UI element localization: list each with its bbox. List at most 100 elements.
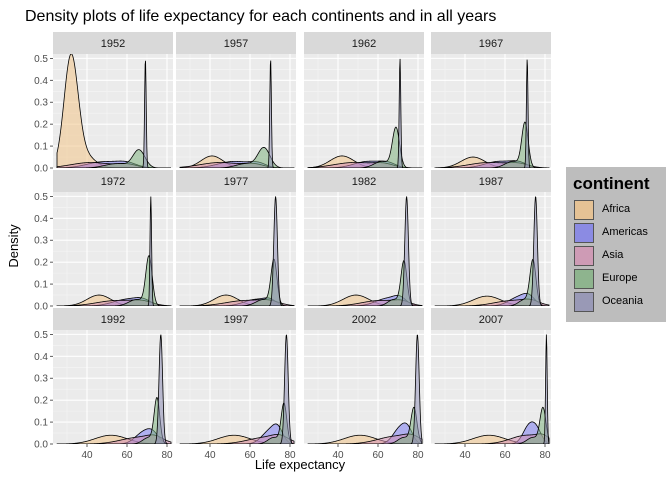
facet-strip-label: 1952	[101, 38, 125, 50]
facet-strip-label: 1992	[101, 314, 125, 326]
density-asia	[435, 433, 550, 444]
legend-swatch	[574, 223, 594, 243]
y-tick-label: 0.3	[34, 98, 48, 109]
panel-background	[304, 54, 424, 168]
legend-label: Americas	[602, 226, 648, 238]
x-tick-label: 60	[244, 450, 256, 461]
legend-swatch	[574, 246, 594, 266]
density-layer	[434, 334, 550, 444]
y-tick-label: 0.2	[34, 258, 48, 269]
y-tick-label: 0.1	[34, 418, 48, 429]
density-oceania	[180, 334, 295, 444]
y-tick-label: 0.5	[34, 330, 48, 341]
facet-strip	[176, 170, 296, 192]
x-tick-label: 40	[459, 450, 471, 461]
density-layer	[307, 58, 423, 168]
panel-background	[431, 54, 551, 168]
density-europe	[180, 146, 294, 168]
density-oceania	[435, 59, 549, 168]
density-layer	[56, 334, 172, 444]
x-axis-label: Life expectancy	[255, 457, 346, 472]
density-europe	[308, 260, 422, 306]
x-tick-label: 80	[412, 450, 424, 461]
y-tick-label: 0.3	[34, 236, 48, 247]
density-layer	[434, 196, 550, 306]
y-tick-label: 0.4	[34, 214, 48, 225]
y-tick-label: 0.0	[34, 440, 48, 451]
y-tick-label: 0.2	[34, 396, 48, 407]
density-europe	[308, 406, 423, 444]
x-tick-label: 80	[284, 450, 296, 461]
x-tick-label: 80	[539, 450, 551, 461]
facet-strip-label: 1982	[352, 176, 376, 188]
facet-strip	[53, 308, 173, 330]
y-tick-label: 0.1	[34, 142, 48, 153]
y-tick-label: 0.2	[34, 120, 48, 131]
density-layer	[56, 54, 171, 168]
legend-item-oceania: Oceania	[573, 291, 663, 313]
legend-label: Oceania	[602, 295, 643, 307]
y-tick-label: 0.3	[34, 374, 48, 385]
density-layer	[179, 60, 295, 168]
y-tick-label: 0.0	[34, 164, 48, 175]
legend-label: Asia	[602, 249, 624, 261]
facet-strip-label: 1962	[352, 38, 376, 50]
facet-strip-label: 1957	[224, 38, 248, 50]
chart-title: Density plots of life expectancy for eac…	[25, 8, 496, 25]
y-tick-label: 0.1	[34, 280, 48, 291]
density-oceania	[57, 334, 171, 444]
facet-strip	[176, 308, 296, 330]
x-tick-label: 40	[332, 450, 344, 461]
facet-strip	[304, 308, 424, 330]
legend-swatch	[574, 269, 594, 289]
y-tick-label: 0.5	[34, 54, 48, 65]
facet-strip-label: 1967	[479, 38, 503, 50]
density-layer	[307, 334, 423, 444]
x-tick-label: 40	[81, 450, 93, 461]
density-layer	[56, 196, 172, 306]
x-tick-label: 80	[161, 450, 173, 461]
y-tick-label: 0.4	[34, 76, 48, 87]
facet-strip	[176, 32, 296, 54]
density-oceania	[180, 60, 294, 168]
legend-title: continent	[573, 174, 650, 193]
y-tick-label: 0.4	[34, 352, 48, 363]
facet-strip-label: 1997	[224, 314, 248, 326]
density-layer	[179, 196, 295, 306]
panel-background	[176, 54, 296, 168]
y-tick-label: 0.5	[34, 192, 48, 203]
facet-strip-label: 1987	[479, 176, 503, 188]
facet-panels: 1952 0.0 0.1 0.2 0.3 0.4 0.5 1957 1962 1967 1972 0.…	[34, 32, 551, 461]
density-oceania	[308, 58, 422, 168]
facet-strip	[431, 170, 551, 192]
facet-strip	[304, 32, 424, 54]
legend-item-africa: Africa	[573, 199, 663, 221]
facet-strip-label: 1972	[101, 176, 125, 188]
legend-item-europe: Europe	[573, 268, 663, 290]
x-tick-label: 60	[121, 450, 133, 461]
density-oceania	[57, 196, 171, 306]
legend-item-americas: Americas	[573, 222, 663, 244]
density-europe	[435, 406, 550, 444]
y-axis-label: Density	[6, 224, 21, 268]
density-oceania	[308, 196, 422, 306]
legend-label: Africa	[602, 203, 631, 215]
x-tick-label: 40	[204, 450, 216, 461]
facet-strip	[53, 170, 173, 192]
legend-label: Europe	[602, 272, 638, 284]
density-layer	[434, 59, 550, 168]
facet-strip	[304, 170, 424, 192]
legend: continent Africa Americas Asia Europe Oceani…	[566, 167, 666, 322]
density-oceania	[435, 196, 549, 306]
y-tick-label: 0.0	[34, 302, 48, 313]
density-layer	[179, 334, 295, 444]
density-africa	[179, 294, 294, 306]
legend-swatch	[574, 200, 594, 220]
facet-strip-label: 2007	[479, 314, 503, 326]
x-tick-label: 60	[499, 450, 511, 461]
facet-strip	[431, 32, 551, 54]
facet-strip	[431, 308, 551, 330]
density-oceania	[180, 196, 294, 306]
facet-strip-label: 2002	[352, 314, 376, 326]
